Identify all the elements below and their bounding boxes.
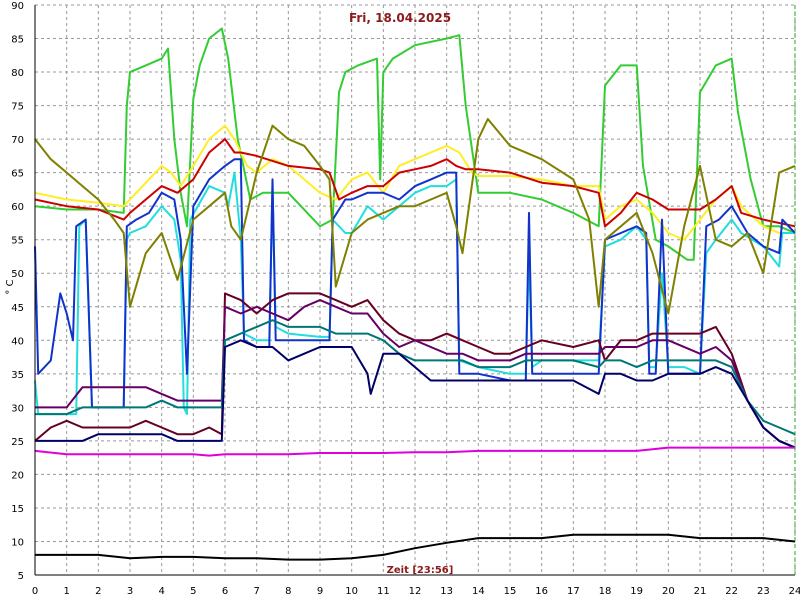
series-line	[34, 446, 795, 457]
series-line	[34, 171, 795, 416]
y-tick-label: 50	[11, 269, 24, 280]
series-line	[35, 339, 796, 449]
y-tick-label: 15	[11, 504, 24, 515]
x-tick-label: 21	[694, 586, 707, 597]
x-axis-label: Zeit [23:56]	[387, 565, 454, 576]
y-axis-label: ° C	[5, 279, 16, 294]
y-tick-label: 80	[11, 68, 24, 79]
series-line	[35, 319, 796, 436]
x-tick-label: 12	[409, 586, 422, 597]
series-line	[35, 533, 796, 561]
y-tick-label: 45	[11, 303, 24, 314]
x-tick-label: 13	[440, 586, 453, 597]
y-tick-label: 60	[11, 202, 24, 213]
x-tick-label: 16	[535, 586, 548, 597]
series-line	[34, 158, 796, 409]
x-tick-label: 11	[377, 586, 390, 597]
x-tick-label: 9	[317, 586, 323, 597]
x-tick-label: 4	[158, 586, 164, 597]
x-tick-label: 2	[95, 586, 101, 597]
series-line	[34, 138, 796, 228]
x-tick-label: 24	[789, 586, 800, 597]
chart-title: Fri, 18.04.2025	[349, 11, 451, 25]
y-tick-label: 85	[11, 35, 24, 46]
plot-area	[34, 27, 796, 561]
y-tick-label: 75	[11, 102, 24, 113]
y-tick-label: 20	[11, 470, 24, 481]
x-tick-label: 6	[222, 586, 228, 597]
x-tick-label: 3	[127, 586, 133, 597]
y-tick-label: 55	[11, 236, 24, 247]
y-tick-label: 5	[18, 571, 24, 582]
series-line	[34, 292, 796, 449]
x-tick-label: 7	[253, 586, 259, 597]
y-tick-label: 70	[11, 135, 24, 146]
series-line	[34, 27, 796, 261]
y-tick-label: 30	[11, 403, 24, 414]
y-tick-label: 10	[11, 537, 24, 548]
y-tick-label: 90	[11, 1, 24, 12]
chart-labels: Fri, 18.04.2025 Zeit [23:56] ° C	[5, 11, 453, 576]
x-tick-label: 5	[190, 586, 196, 597]
series-line	[34, 124, 795, 241]
x-tick-label: 15	[504, 586, 517, 597]
y-tick-label: 40	[11, 336, 24, 347]
y-tick-label: 25	[11, 437, 24, 448]
x-tick-label: 23	[757, 586, 770, 597]
y-tick-label: 65	[11, 169, 24, 180]
x-tick-label: 22	[725, 586, 738, 597]
x-tick-label: 18	[599, 586, 612, 597]
x-tick-label: 20	[662, 586, 675, 597]
chart-axes: 0 1 2 3 4 5 6 7 8 9 10 11 12 13 14 15 16 17 18 19 20 21 22 23 24…	[11, 1, 800, 597]
x-tick-label: 0	[32, 586, 38, 597]
x-tick-label: 8	[285, 586, 291, 597]
x-tick-label: 17	[567, 586, 580, 597]
y-tick-label: 35	[11, 370, 24, 381]
x-tick-label: 19	[630, 586, 643, 597]
x-tick-label: 1	[63, 586, 69, 597]
x-tick-label: 10	[345, 586, 358, 597]
series-line	[35, 299, 796, 449]
x-tick-label: 14	[472, 586, 485, 597]
series-line	[34, 118, 796, 315]
